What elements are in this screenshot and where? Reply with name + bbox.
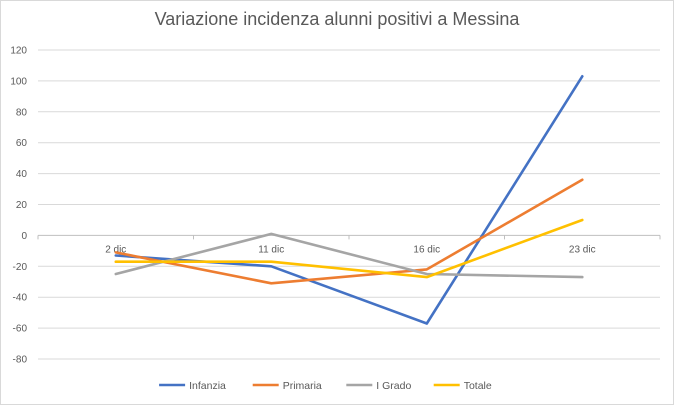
y-tick-label: 100 bbox=[10, 76, 27, 87]
series-line-primaria bbox=[114, 178, 584, 285]
legend-label-primaria: Primaria bbox=[283, 380, 322, 392]
x-tick-label: 11 dic bbox=[258, 244, 284, 255]
y-tick-label: -60 bbox=[13, 324, 28, 335]
series-line-i-grado bbox=[114, 232, 584, 279]
legend-label-totale: Totale bbox=[464, 380, 492, 392]
y-tick-label: -80 bbox=[13, 355, 28, 366]
y-tick-label: 20 bbox=[16, 200, 28, 211]
legend-label-infanzia: Infanzia bbox=[189, 380, 226, 392]
series-line-totale bbox=[114, 218, 584, 279]
legend-label-i-grado: I Grado bbox=[376, 380, 411, 392]
y-tick-label: 60 bbox=[16, 138, 28, 149]
x-tick-label: 23 dic bbox=[569, 244, 596, 255]
series-line-infanzia bbox=[114, 75, 584, 325]
y-tick-label: 40 bbox=[16, 169, 28, 180]
y-tick-label: -40 bbox=[13, 293, 28, 304]
x-tick-label: 2 dic bbox=[105, 244, 126, 255]
chart-title: Variazione incidenza alunni positivi a M… bbox=[154, 9, 520, 29]
x-tick-label: 16 dic bbox=[413, 244, 440, 255]
y-tick-label: 80 bbox=[16, 107, 28, 118]
y-tick-label: 0 bbox=[21, 231, 27, 242]
y-tick-label: -20 bbox=[13, 262, 28, 273]
y-tick-label: 120 bbox=[10, 46, 27, 57]
